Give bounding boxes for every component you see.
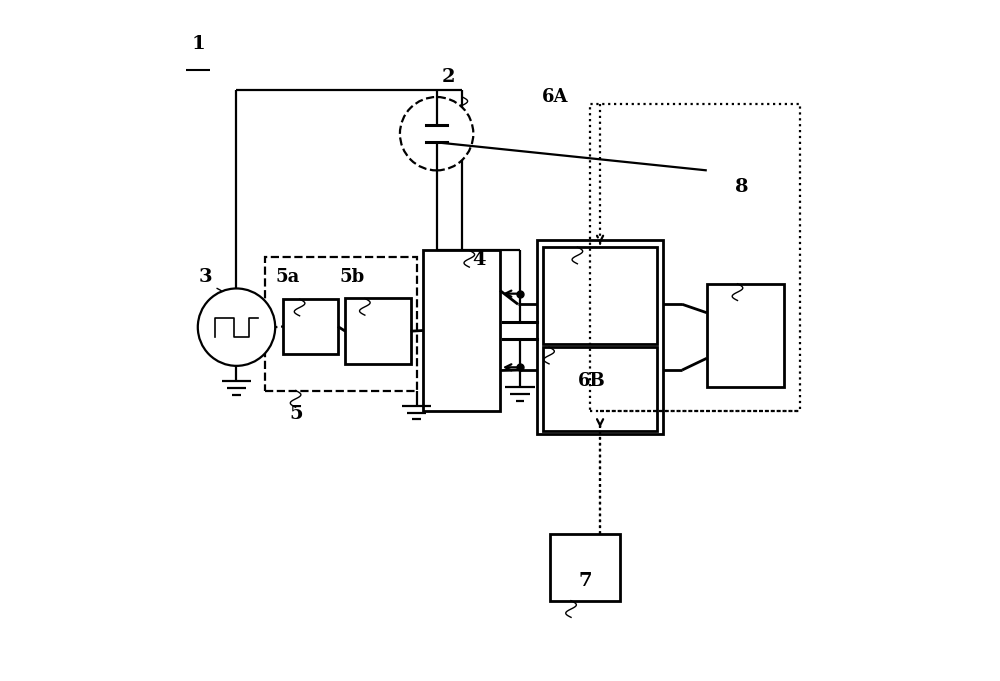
Text: 2: 2 bbox=[441, 68, 455, 86]
Circle shape bbox=[400, 97, 473, 170]
Text: 5b: 5b bbox=[339, 268, 365, 286]
Text: 7: 7 bbox=[579, 571, 592, 590]
Text: 8: 8 bbox=[735, 178, 748, 196]
Text: 3: 3 bbox=[198, 268, 212, 286]
Bar bbox=[543, 247, 657, 344]
Text: 5: 5 bbox=[290, 405, 303, 423]
Bar bbox=[590, 104, 800, 411]
Bar bbox=[537, 240, 663, 434]
Circle shape bbox=[198, 289, 275, 366]
Text: 4: 4 bbox=[472, 251, 485, 270]
Bar bbox=[345, 298, 411, 364]
Text: 1: 1 bbox=[192, 35, 205, 52]
Text: 6B: 6B bbox=[578, 372, 606, 390]
Bar bbox=[707, 284, 784, 387]
Bar bbox=[265, 257, 417, 390]
Bar bbox=[283, 299, 338, 354]
Bar bbox=[550, 534, 620, 601]
Text: 5a: 5a bbox=[276, 268, 300, 286]
Bar bbox=[543, 347, 657, 430]
Text: 6A: 6A bbox=[541, 88, 568, 106]
Bar bbox=[423, 251, 500, 411]
